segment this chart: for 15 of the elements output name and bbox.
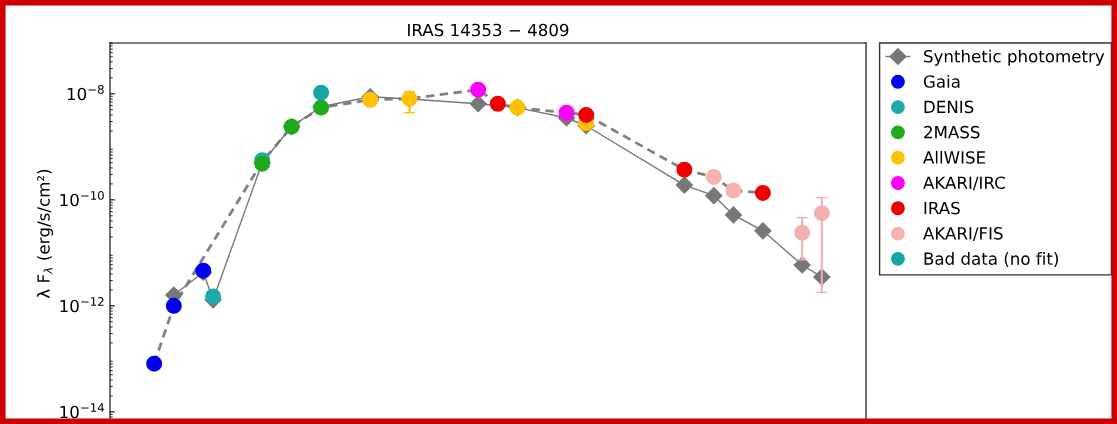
y-tick-label: 10$^{−12}$	[60, 297, 104, 313]
legend-label: AKARI/FIS	[923, 227, 1003, 241]
y-tick-label: 10$^{−14}$	[60, 403, 104, 419]
legend-label: IRAS	[924, 201, 960, 215]
legend-label: Synthetic photometry	[924, 49, 1105, 66]
legend-label: Bad data (no fit)	[924, 252, 1058, 267]
chart-title: IRAS 14353 − 4809	[408, 23, 569, 37]
y-axis-title: λ F$_{λ}$ (erg/s/cm²)	[36, 169, 54, 299]
legend-label: 2MASS	[924, 125, 980, 139]
legend-label: AKARI/IRC	[923, 176, 1005, 191]
legend-label: DENIS	[924, 100, 974, 114]
y-tick-label: 10$^{−10}$	[60, 191, 104, 207]
legend-label: AllWISE	[923, 150, 986, 164]
legend-label: Gaia	[923, 74, 960, 88]
y-tick-label: 10$^{−8}$	[67, 85, 104, 101]
